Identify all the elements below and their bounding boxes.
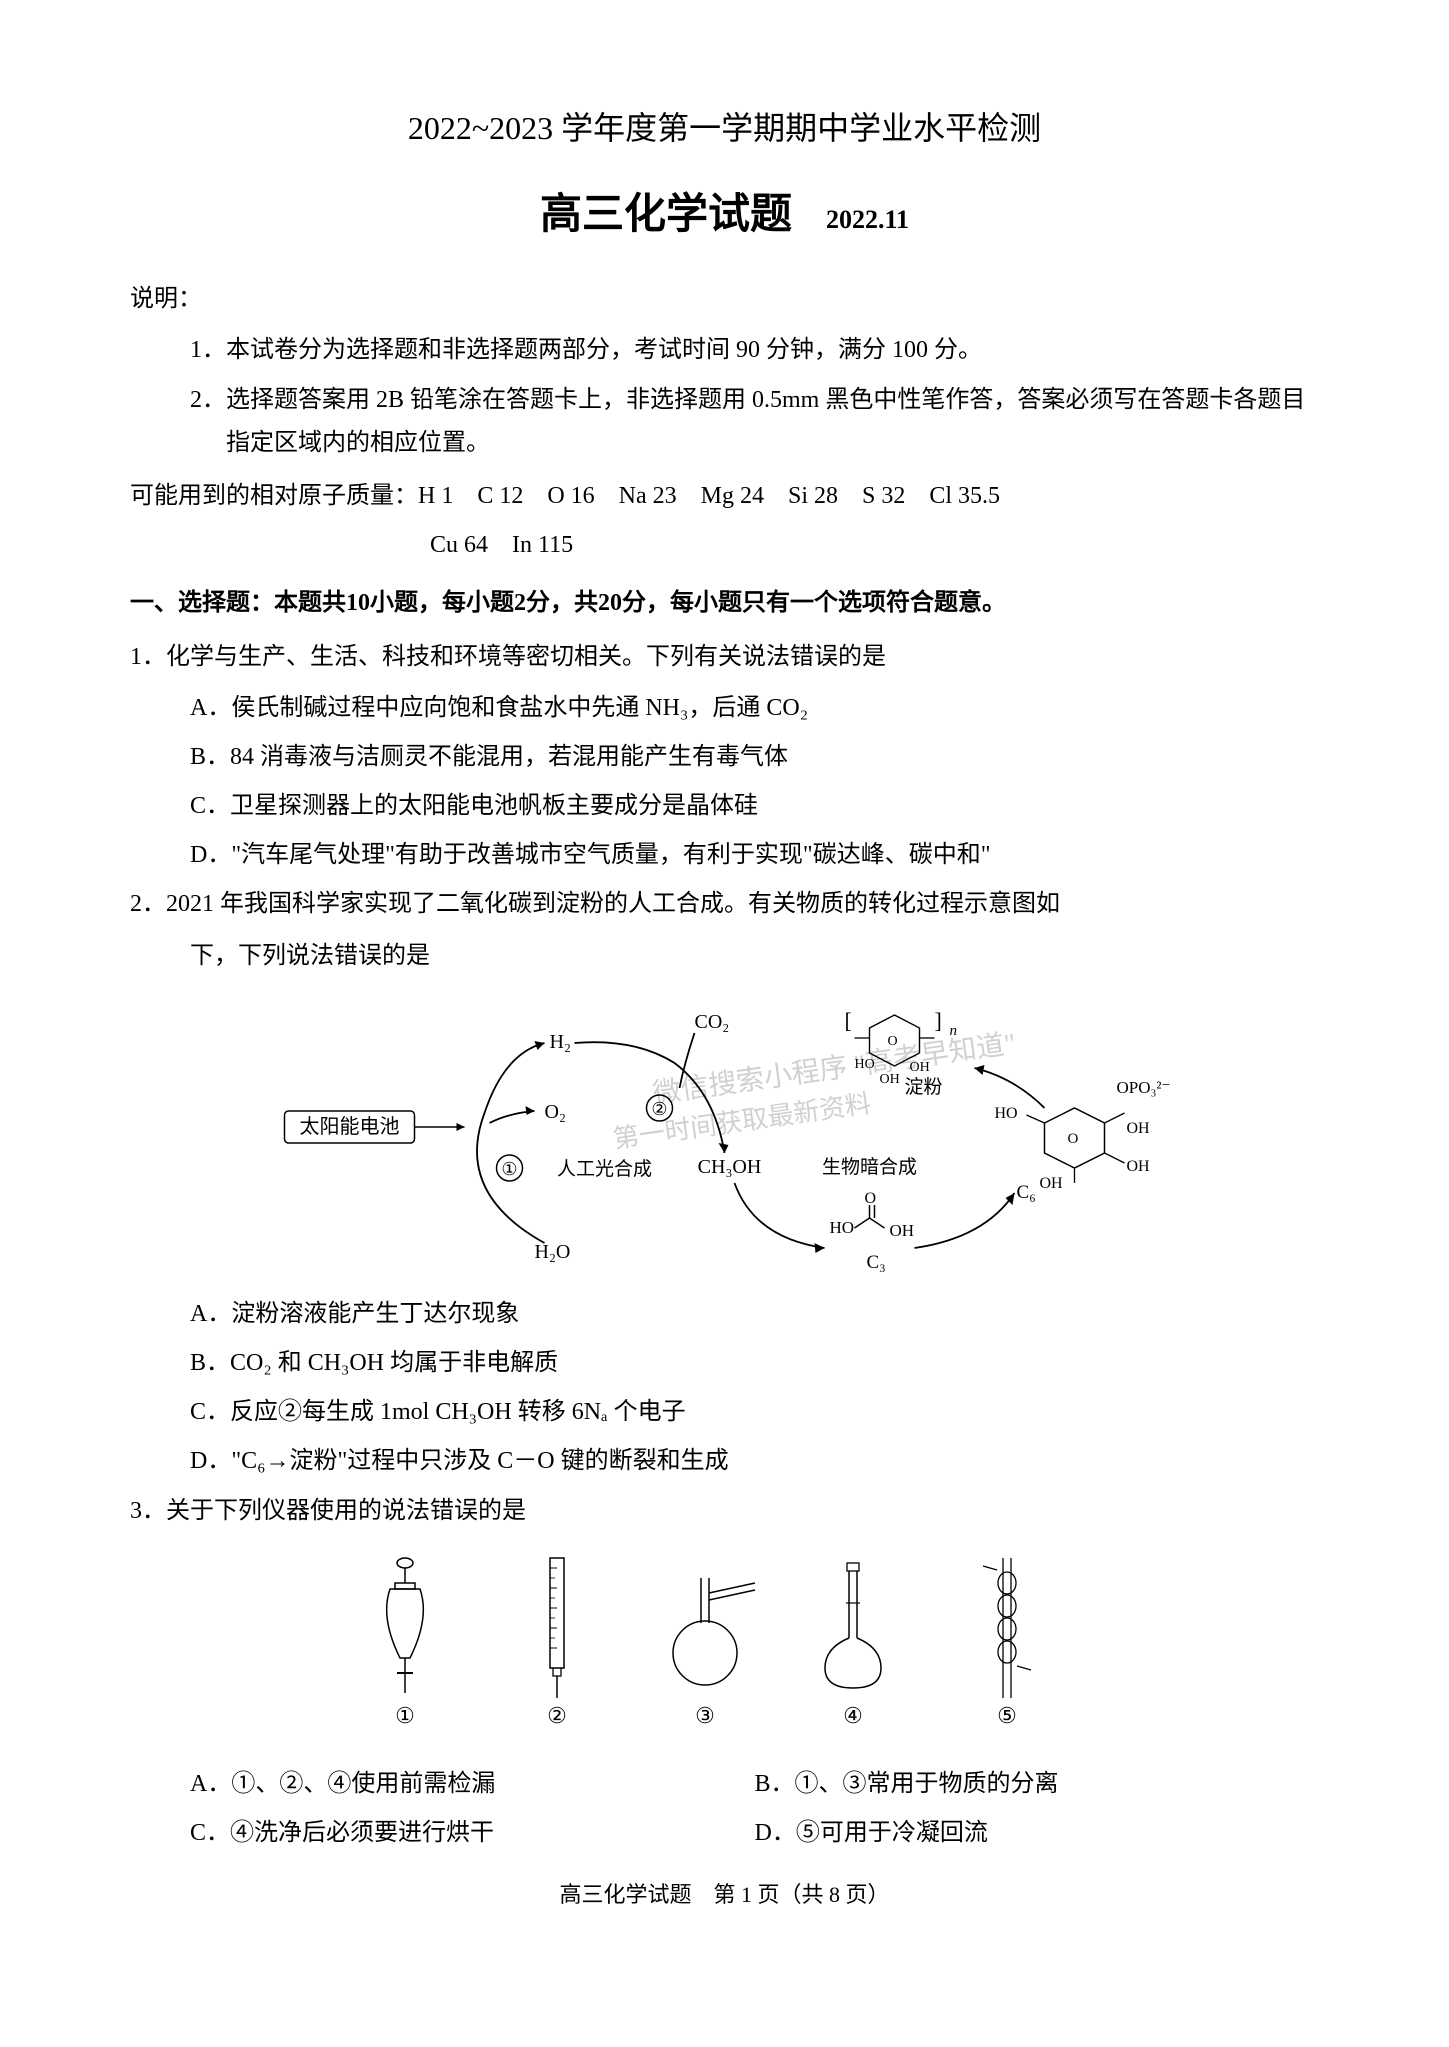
q1-option-c: C．卫星探测器上的太阳能电池帆板主要成分是晶体硅 — [190, 785, 1319, 828]
q1-option-a: A．侯氏制碱过程中应向饱和食盐水中先通 NH₃，后通 CO₂ — [190, 687, 1319, 730]
distillation-flask-icon — [673, 1578, 755, 1685]
q2-option-d: D．"C₆→淀粉"过程中只涉及 C－O 键的断裂和生成 — [190, 1440, 1319, 1483]
condenser-icon — [983, 1558, 1031, 1698]
c6-label: C₆ — [1017, 1182, 1036, 1203]
photosynthesis-label: 人工光合成 — [557, 1158, 652, 1180]
exam-title: 2022~2023 学年度第一学期期中学业水平检测 — [130, 100, 1319, 158]
solar-arrowhead — [457, 1123, 465, 1131]
q3-option-d: D．⑤可用于冷凝回流 — [755, 1812, 1320, 1855]
c6-oh3: OH — [1040, 1175, 1064, 1192]
q2-option-b: B．CO₂ 和 CH₃OH 均属于非电解质 — [190, 1342, 1319, 1385]
c6-ho: HO — [995, 1105, 1018, 1122]
page-footer: 高三化学试题 第 1 页（共 8 页） — [130, 1875, 1319, 1915]
h2-label: H₂ — [550, 1031, 571, 1053]
c6-o-center: O — [1068, 1131, 1079, 1147]
ch3oh-c3-arc — [735, 1183, 825, 1248]
step2-label: ② — [651, 1099, 667, 1119]
c3-o: O — [865, 1190, 877, 1207]
q3-instruments: ① ② ③ — [130, 1548, 1319, 1748]
atomic-mass-values: H 1 C 12 O 16 Na 23 Mg 24 Si 28 S 32 Cl … — [418, 483, 1000, 509]
question-1-stem: 1．化学与生产、生活、科技和环境等密切相关。下列有关说法错误的是 — [130, 636, 1319, 679]
q1-option-b: B．84 消毒液与洁厕灵不能混用，若混用能产生有毒气体 — [190, 736, 1319, 779]
solar-cell-label: 太阳能电池 — [300, 1115, 400, 1138]
co2-label: CO₂ — [695, 1011, 730, 1033]
c6-oh2: OH — [1127, 1158, 1151, 1175]
instrument-2-label: ② — [547, 1703, 567, 1728]
instructions-label: 说明： — [130, 278, 1319, 321]
starch-label: 淀粉 — [905, 1076, 943, 1098]
separating-funnel-icon — [386, 1558, 423, 1693]
c3-ho: HO — [830, 1218, 855, 1237]
burette-icon — [550, 1558, 564, 1698]
opo3-label: OPO₃²⁻ — [1117, 1078, 1171, 1097]
question-2-stem: 2．2021 年我国科学家实现了二氧化碳到淀粉的人工合成。有关物质的转化过程示意… — [130, 883, 1319, 926]
volumetric-flask-icon — [825, 1563, 881, 1688]
c6-bond2 — [1105, 1153, 1125, 1163]
starch-o: O — [888, 1034, 898, 1049]
c3-oh: OH — [890, 1221, 915, 1240]
q3-options-row2: C．④洗净后必须要进行烘干 D．⑤可用于冷凝回流 — [190, 1812, 1319, 1855]
instrument-3-label: ③ — [695, 1703, 715, 1728]
starch-arrow — [975, 1065, 985, 1075]
q2-flowchart-svg: 微信搜索小程序 "高考早知道" 第一时间获取最新资料 太阳能电池 H₂ O₂ H… — [190, 993, 1319, 1273]
q3-option-a: A．①、②、④使用前需检漏 — [190, 1763, 755, 1806]
q2-option-c: C．反应②每生成 1mol CH₃OH 转移 6Nₐ 个电子 — [190, 1391, 1319, 1434]
c3-arrow — [815, 1243, 825, 1253]
q2-option-a: A．淀粉溶液能产生丁达尔现象 — [190, 1293, 1319, 1336]
c6-oh1: OH — [1127, 1120, 1151, 1137]
c6-starch-arc — [975, 1068, 1045, 1108]
q3-option-c: C．④洗净后必须要进行烘干 — [190, 1812, 755, 1855]
left-arc-arrow1 — [535, 1041, 545, 1050]
q1-option-d: D．"汽车尾气处理"有助于改善城市空气质量，有利于实现"碳达峰、碳中和" — [190, 834, 1319, 877]
atomic-mass-line2: Cu 64 In 115 — [430, 524, 1319, 567]
exam-date: 2022.11 — [826, 197, 909, 244]
ch3oh-label: CH₃OH — [698, 1156, 762, 1178]
biosynthesis-label: 生物暗合成 — [822, 1156, 917, 1178]
atomic-mass-label: 可能用到的相对原子质量：H 1 C 12 O 16 Na 23 Mg 24 Si… — [130, 475, 1319, 518]
c3-angle — [855, 1218, 885, 1228]
instruction-2: 2．选择题答案用 2B 铅笔涂在答题卡上，非选择题用 0.5mm 黑色中性笔作答… — [190, 379, 1319, 465]
subtitle-row: 高三化学试题 2022.11 — [130, 178, 1319, 254]
section-1-heading: 一、选择题：本题共10小题，每小题2分，共20分，每小题只有一个选项符合题意。 — [130, 582, 1319, 625]
left-cycle-arc — [477, 1043, 545, 1243]
atomic-mass-prefix: 可能用到的相对原子质量： — [130, 483, 418, 509]
c3-c6-arc — [915, 1193, 1015, 1248]
c6-bond1 — [1105, 1113, 1125, 1123]
starch-ho1: HO — [855, 1057, 875, 1072]
instrument-1-label: ① — [395, 1703, 415, 1728]
c3-label: C₃ — [867, 1252, 886, 1273]
q3-option-b: B．①、③常用于物质的分离 — [755, 1763, 1320, 1806]
step1-label: ① — [501, 1159, 517, 1179]
subject-title: 高三化学试题 — [540, 178, 792, 254]
q3-options-row1: A．①、②、④使用前需检漏 B．①、③常用于物质的分离 — [190, 1763, 1319, 1806]
o2-label: O₂ — [545, 1101, 566, 1123]
instrument-4-label: ④ — [843, 1703, 863, 1728]
question-2-stem2: 下，下列说法错误的是 — [190, 935, 1319, 978]
question-3-stem: 3．关于下列仪器使用的说法错误的是 — [130, 1490, 1319, 1533]
starch-oh2: OH — [880, 1072, 900, 1087]
instruction-1: 1．本试卷分为选择题和非选择题两部分，考试时间 90 分钟，满分 100 分。 — [190, 329, 1319, 372]
instruments-svg: ① ② ③ — [325, 1548, 1125, 1738]
instrument-5-label: ⑤ — [997, 1703, 1017, 1728]
starch-bracket-l: [ — [845, 1008, 852, 1033]
starch-n: n — [950, 1023, 958, 1039]
starch-oh1: OH — [910, 1060, 930, 1075]
h2o-label: H₂O — [535, 1241, 571, 1263]
q2-diagram: 微信搜索小程序 "高考早知道" 第一时间获取最新资料 太阳能电池 H₂ O₂ H… — [190, 993, 1319, 1273]
starch-bracket-r: ] — [935, 1008, 942, 1033]
c6-bond4 — [1027, 1115, 1045, 1123]
o2-arrow — [526, 1106, 535, 1115]
